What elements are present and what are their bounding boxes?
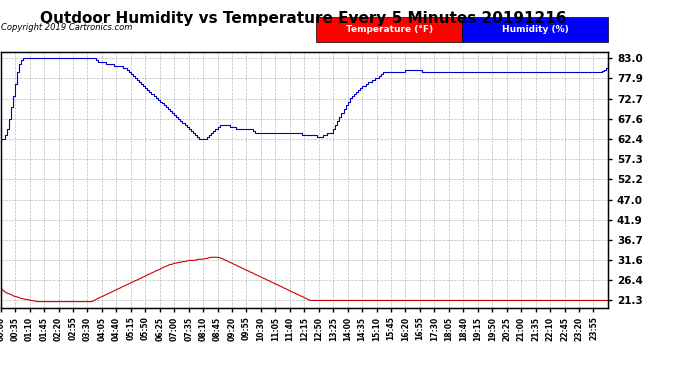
Text: Temperature (°F): Temperature (°F) <box>346 25 433 34</box>
Text: Outdoor Humidity vs Temperature Every 5 Minutes 20191216: Outdoor Humidity vs Temperature Every 5 … <box>40 11 567 26</box>
FancyBboxPatch shape <box>462 17 608 42</box>
Text: Humidity (%): Humidity (%) <box>502 25 569 34</box>
FancyBboxPatch shape <box>317 17 462 42</box>
Text: Copyright 2019 Cartronics.com: Copyright 2019 Cartronics.com <box>1 23 132 32</box>
